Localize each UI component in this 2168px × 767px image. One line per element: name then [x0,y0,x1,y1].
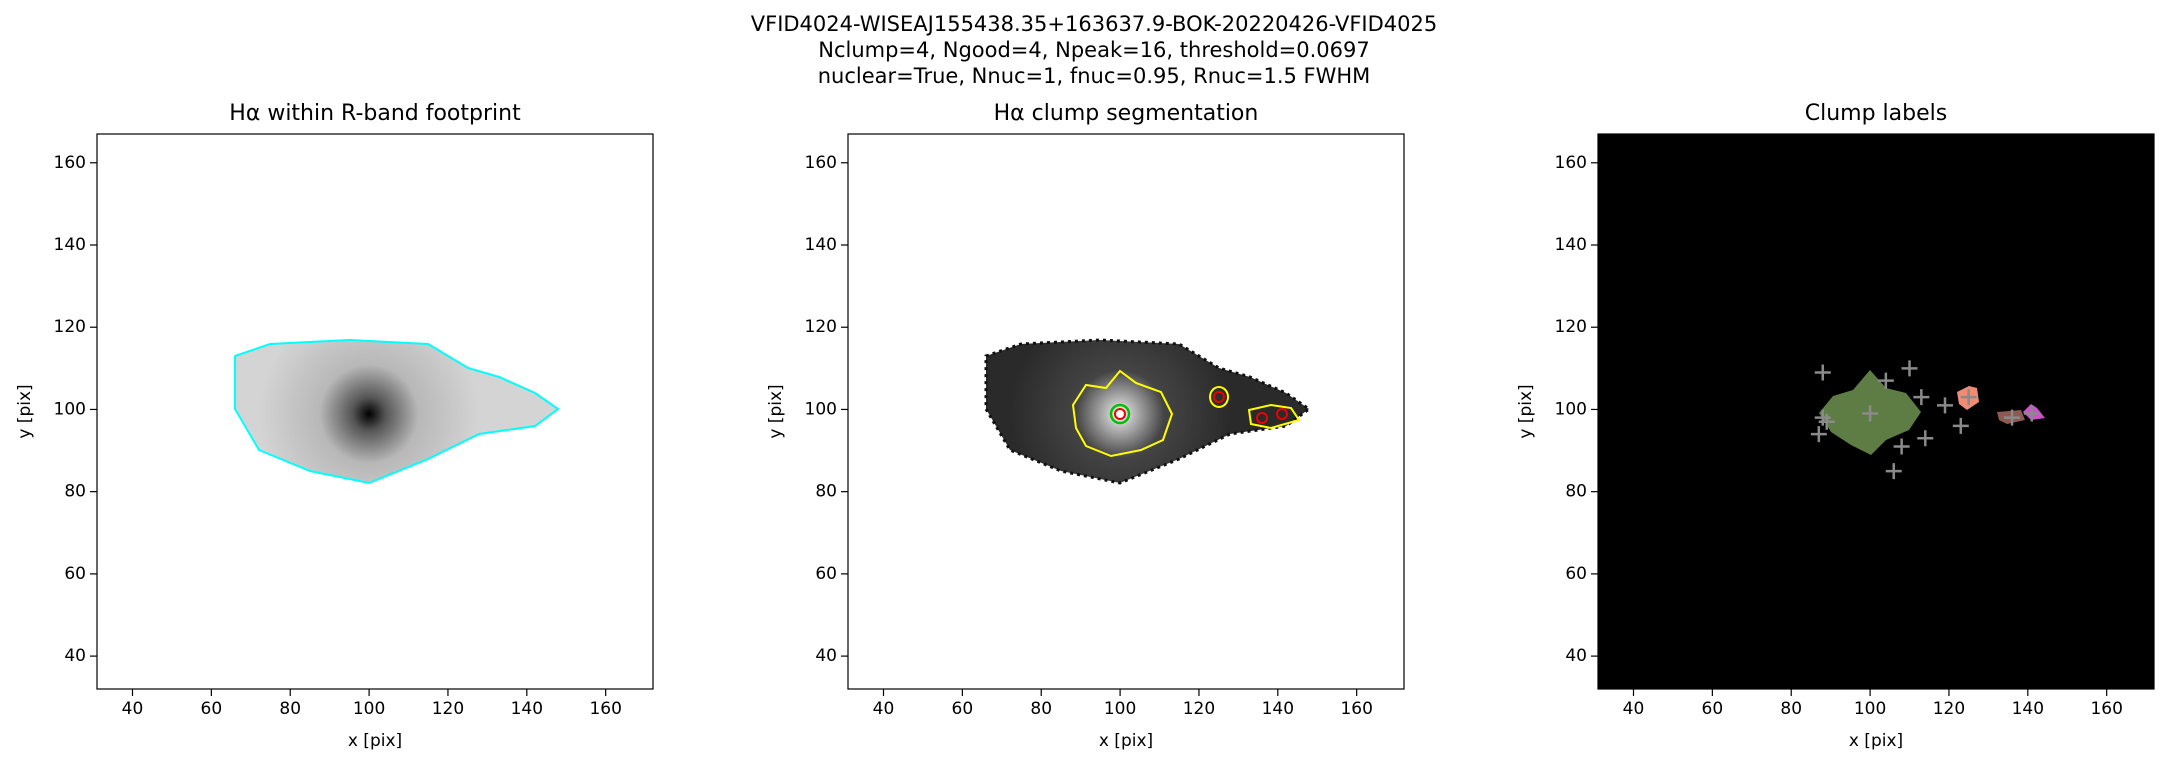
y-tick-label: 60 [64,564,86,584]
image-segmentation [984,338,1312,485]
x-tick-label: 160 [2090,699,2122,719]
y-tick-label: 40 [64,646,86,666]
y-axis-label: y [pix] [1516,384,1536,438]
x-tick-label: 60 [1702,699,1724,719]
y-tick-label: 40 [815,646,837,666]
y-tick-label: 120 [805,317,837,337]
y-tick-label: 160 [54,153,86,173]
y-tick-label: 140 [54,235,86,255]
y-tick-label: 160 [1555,153,1587,173]
x-tick-label: 160 [1340,699,1372,719]
x-tick-label: 80 [279,699,301,719]
x-tick-label: 60 [201,699,223,719]
y-tick-label: 60 [1565,564,1587,584]
y-tick-label: 120 [54,317,86,337]
peak-marker [2023,405,2040,422]
y-tick-label: 120 [1555,317,1587,337]
suptitle: VFID4024-WISEAJ155438.35+163637.9-BOK-20… [751,12,1437,36]
peak-marker [1952,417,1969,434]
peak-marker [1960,389,1977,406]
image-halpha [234,338,560,485]
axes-frame [847,133,1405,690]
y-tick-label: 140 [805,235,837,255]
axes-frame [1597,133,2155,690]
suptitle: Nclump=4, Ngood=4, Npeak=16, threshold=0… [818,38,1370,62]
x-tick-label: 40 [122,699,144,719]
peak-marker [1917,430,1934,447]
peak-marker [1877,372,1894,389]
x-tick-label: 120 [1933,699,1965,719]
y-tick-label: 100 [1555,399,1587,419]
x-tick-label: 100 [353,699,385,719]
peak-marker [1901,360,1918,377]
x-tick-label: 40 [1623,699,1645,719]
peak-marker [1913,389,1930,406]
y-tick-label: 80 [815,482,837,502]
y-tick-label: 60 [815,564,837,584]
y-tick-label: 160 [805,153,837,173]
y-tick-label: 100 [805,399,837,419]
peak-marker [2004,409,2021,426]
x-tick-label: 160 [589,699,621,719]
axes-title: Clump labels [1805,101,1947,126]
y-tick-label: 40 [1565,646,1587,666]
axes-frame [96,133,654,690]
peak-marker [1937,397,1954,414]
x-axis-label: x [pix] [1849,731,1903,751]
x-tick-label: 60 [952,699,974,719]
peak-marker [1885,463,1902,480]
x-tick-label: 100 [1104,699,1136,719]
x-tick-label: 80 [1030,699,1052,719]
peak-marker [1814,364,1831,381]
x-tick-label: 120 [1183,699,1215,719]
x-tick-label: 80 [1780,699,1802,719]
y-tick-label: 140 [1555,235,1587,255]
y-axis-label: y [pix] [15,384,35,438]
x-tick-label: 140 [511,699,543,719]
peak-marker [1862,405,1879,422]
peak-marker [1810,426,1827,443]
x-tick-label: 100 [1854,699,1886,719]
peak-marker [1893,438,1910,455]
y-tick-label: 80 [1565,482,1587,502]
y-tick-label: 80 [64,482,86,502]
x-axis-label: x [pix] [1099,731,1153,751]
y-axis-label: y [pix] [766,384,786,438]
x-tick-label: 140 [2012,699,2044,719]
y-tick-label: 100 [54,399,86,419]
x-tick-label: 140 [1262,699,1294,719]
peak-marker [1818,413,1835,430]
x-tick-label: 120 [432,699,464,719]
suptitle: nuclear=True, Nnuc=1, fnuc=0.95, Rnuc=1.… [818,64,1371,88]
x-tick-label: 40 [873,699,895,719]
x-axis-label: x [pix] [348,731,402,751]
axes-title: Hα clump segmentation [994,101,1259,126]
axes-title: Hα within R-band footprint [229,101,521,126]
